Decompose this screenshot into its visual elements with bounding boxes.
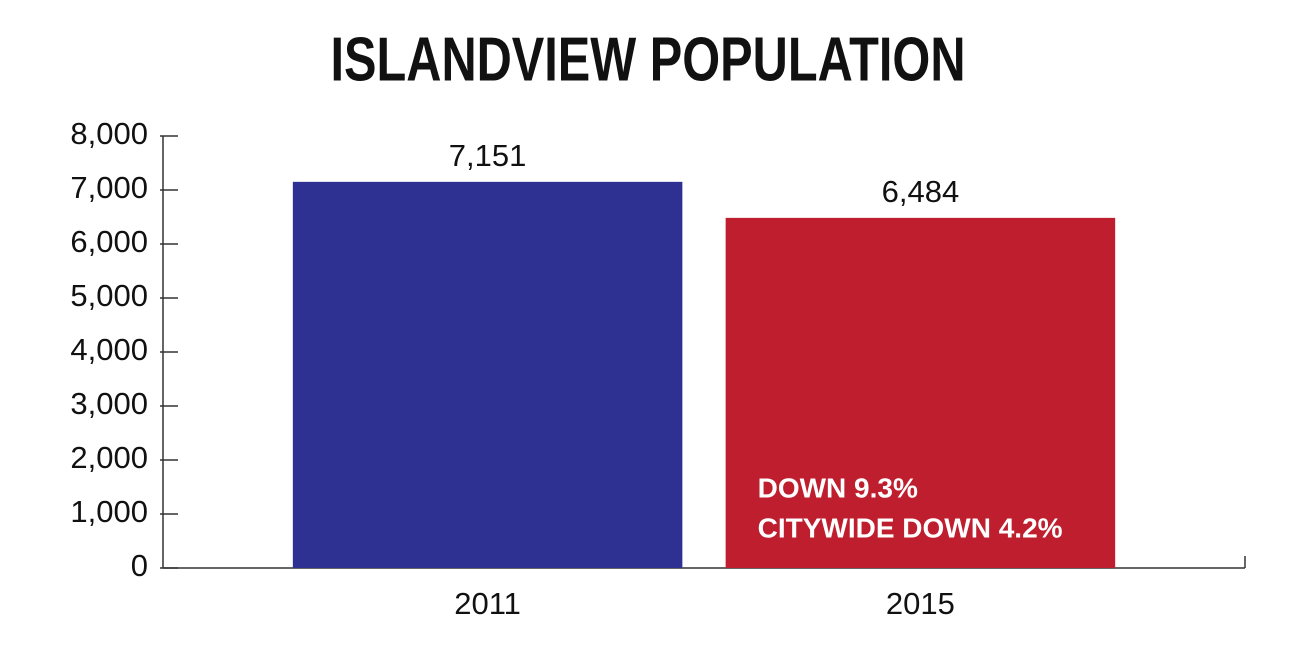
x-tick-label: 2011 bbox=[454, 586, 521, 621]
y-tick-label: 4,000 bbox=[70, 332, 148, 367]
chart-title: ISLANDVIEW POPULATION bbox=[331, 25, 966, 94]
y-tick-label: 8,000 bbox=[70, 116, 148, 151]
y-tick-label: 6,000 bbox=[70, 224, 148, 259]
y-tick-label: 7,000 bbox=[70, 170, 148, 205]
annotation: CITYWIDE DOWN 4.2% bbox=[758, 512, 1063, 543]
value-label: 6,484 bbox=[882, 174, 960, 209]
y-tick-label: 3,000 bbox=[70, 386, 148, 421]
y-tick-label: 1,000 bbox=[70, 494, 148, 529]
x-tick-label: 2015 bbox=[886, 586, 955, 621]
value-label: 7,151 bbox=[449, 138, 527, 173]
y-tick-label: 5,000 bbox=[70, 278, 148, 313]
annotation: DOWN 9.3% bbox=[758, 472, 918, 503]
y-tick-label: 2,000 bbox=[70, 440, 148, 475]
bar bbox=[292, 181, 683, 568]
bar bbox=[725, 217, 1116, 568]
y-tick-label: 0 bbox=[131, 548, 148, 583]
